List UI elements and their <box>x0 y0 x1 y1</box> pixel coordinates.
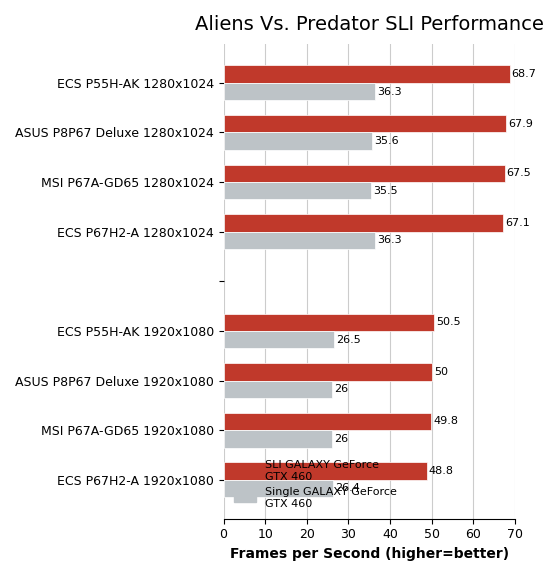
Bar <box>224 480 333 497</box>
Bar <box>224 66 510 83</box>
Text: 50.5: 50.5 <box>436 317 460 327</box>
Bar <box>224 83 375 100</box>
Text: 36.3: 36.3 <box>377 236 402 245</box>
Text: 67.1: 67.1 <box>505 218 530 228</box>
Text: 67.9: 67.9 <box>508 119 533 129</box>
Legend: SLI GALAXY GeForce
GTX 460, Single GALAXY GeForce
GTX 460: SLI GALAXY GeForce GTX 460, Single GALAX… <box>229 456 401 513</box>
Text: 68.7: 68.7 <box>512 69 537 79</box>
Text: 26.5: 26.5 <box>336 335 361 344</box>
Bar <box>224 165 504 182</box>
Text: 36.3: 36.3 <box>377 86 402 97</box>
Bar <box>224 182 371 199</box>
Text: 26: 26 <box>334 434 348 444</box>
Bar <box>224 132 372 150</box>
Bar <box>224 115 506 132</box>
Bar <box>224 463 427 480</box>
Bar <box>224 381 332 398</box>
Text: 48.8: 48.8 <box>429 466 454 476</box>
Bar <box>224 430 332 448</box>
Text: 35.5: 35.5 <box>373 185 398 196</box>
Bar <box>224 413 431 430</box>
Text: 26.4: 26.4 <box>336 483 360 494</box>
Bar <box>224 331 334 348</box>
Text: 26: 26 <box>334 384 348 394</box>
X-axis label: Frames per Second (higher=better): Frames per Second (higher=better) <box>230 547 509 561</box>
Bar <box>224 232 375 249</box>
Title: Aliens Vs. Predator SLI Performance: Aliens Vs. Predator SLI Performance <box>195 15 544 34</box>
Text: 50: 50 <box>434 367 448 377</box>
Bar <box>224 363 432 381</box>
Text: 67.5: 67.5 <box>507 168 531 179</box>
Text: 35.6: 35.6 <box>374 136 399 146</box>
Bar <box>224 214 503 232</box>
Text: 49.8: 49.8 <box>433 416 458 426</box>
Bar <box>224 313 434 331</box>
